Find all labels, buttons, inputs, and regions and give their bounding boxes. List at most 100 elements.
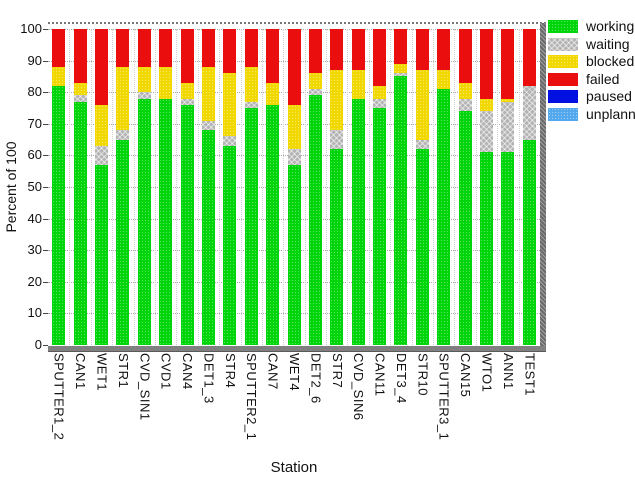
bar-segment-working <box>287 164 301 345</box>
bar-segment-working <box>373 108 387 345</box>
gridline-vertical <box>433 29 434 345</box>
bar-segment-blocked <box>159 66 173 99</box>
legend-swatch-blocked-icon <box>548 55 578 68</box>
bar-SPUTTER1_2 <box>52 29 66 345</box>
bar-segment-working <box>437 89 451 345</box>
bar-segment-working <box>244 108 258 345</box>
bar-segment-working <box>351 98 365 345</box>
y-tick-mark <box>43 345 48 346</box>
bar-segment-working <box>52 85 66 345</box>
bar-segment-blocked <box>137 66 151 93</box>
x-axis-line <box>48 346 546 352</box>
legend-label: working <box>586 18 635 34</box>
y-axis-title: Percent of 100 <box>3 141 19 233</box>
bar-segment-waiting <box>287 149 301 165</box>
bar-WTO1 <box>480 29 494 345</box>
bar-CAN11 <box>373 29 387 345</box>
bar-segment-working <box>266 104 280 345</box>
bar-STR10 <box>415 29 429 345</box>
legend-swatch-working-icon <box>548 20 578 33</box>
bar-WET1 <box>94 29 108 345</box>
x-axis-title: Station <box>270 459 318 476</box>
gridline-vertical <box>155 29 156 345</box>
plot-right-shadow <box>540 23 546 346</box>
bar-segment-waiting <box>137 92 151 99</box>
bar-segment-waiting <box>116 130 130 140</box>
bar-segment-blocked <box>116 66 130 131</box>
legend-label: blocked <box>586 53 635 69</box>
bar-ANN1 <box>501 29 515 345</box>
y-tick-label: 60 <box>27 147 42 163</box>
x-tick-label-STR10: STR10 <box>415 353 431 396</box>
bar-segment-failed <box>458 29 472 83</box>
x-tick-label-WTO1: WTO1 <box>479 353 495 393</box>
bar-segment-failed <box>330 29 344 71</box>
x-tick-label-DET3_4: DET3_4 <box>393 353 409 404</box>
bar-CAN15 <box>458 29 472 345</box>
bar-segment-failed <box>52 29 66 67</box>
x-tick-label-CAN4: CAN4 <box>180 353 196 390</box>
bar-segment-blocked <box>308 73 322 90</box>
y-tick-mark <box>43 218 48 220</box>
legend-label: waiting <box>586 35 630 52</box>
gridline-vertical <box>176 29 177 345</box>
gridline-vertical <box>390 29 391 345</box>
bar-segment-working <box>330 149 344 345</box>
bar-STR1 <box>116 29 130 345</box>
bar-segment-waiting <box>480 111 494 153</box>
bar-segment-waiting <box>373 98 387 108</box>
bar-segment-working <box>522 139 536 345</box>
x-tick-label-WET4: WET4 <box>287 353 302 392</box>
bar-segment-working <box>480 152 494 345</box>
bar-segment-failed <box>351 29 365 71</box>
bar-DET1_3 <box>201 29 215 345</box>
bar-segment-waiting <box>223 136 237 146</box>
gridline-vertical <box>262 29 263 345</box>
gridline-vertical <box>241 29 242 345</box>
y-tick-mark <box>43 60 48 62</box>
gridline-vertical <box>112 29 113 345</box>
bar-segment-failed <box>137 29 151 67</box>
bar-segment-failed <box>223 29 237 74</box>
y-tick-mark <box>43 313 48 315</box>
bar-segment-working <box>394 76 408 345</box>
bar-segment-waiting <box>201 120 215 131</box>
gridline-vertical <box>369 29 370 345</box>
bar-segment-working <box>116 139 130 345</box>
bar-segment-waiting <box>330 130 344 150</box>
bar-segment-working <box>501 152 515 345</box>
bar-segment-waiting <box>244 101 258 108</box>
bar-segment-failed <box>415 29 429 71</box>
gridline-vertical <box>283 29 284 345</box>
bar-SPUTTER3_1 <box>437 29 451 345</box>
plot-area <box>48 29 540 345</box>
x-tick-label-DET2_6: DET2_6 <box>308 353 324 404</box>
x-tick-label-SPUTTER3_1: SPUTTER3_1 <box>436 353 452 441</box>
bar-CAN4 <box>180 29 194 345</box>
bar-segment-waiting <box>501 101 515 153</box>
bar-segment-failed <box>244 29 258 67</box>
bar-segment-working <box>94 164 108 345</box>
x-tick-label-CAN7: CAN7 <box>265 353 281 390</box>
gridline-vertical <box>519 29 520 345</box>
y-tick-label: 40 <box>27 210 42 226</box>
bar-segment-failed <box>201 29 215 67</box>
bar-segment-waiting <box>458 98 472 112</box>
legend-swatch-paused-icon <box>548 90 578 103</box>
bar-segment-waiting <box>308 89 322 96</box>
y-tick-mark <box>43 250 48 252</box>
bar-CAN1 <box>73 29 87 345</box>
y-tick-mark <box>43 123 48 125</box>
y-tick-mark <box>43 29 48 30</box>
gridline-vertical <box>69 29 70 345</box>
bar-segment-blocked <box>373 85 387 99</box>
gridline-vertical <box>412 29 413 345</box>
bar-segment-failed <box>287 29 301 105</box>
bar-segment-failed <box>308 29 322 74</box>
bar-segment-waiting <box>94 145 108 165</box>
gridline-vertical <box>326 29 327 345</box>
bar-segment-working <box>223 145 237 345</box>
y-tick-mark <box>43 155 48 157</box>
y-tick-mark <box>43 92 48 94</box>
plot-top-frame <box>48 22 546 24</box>
